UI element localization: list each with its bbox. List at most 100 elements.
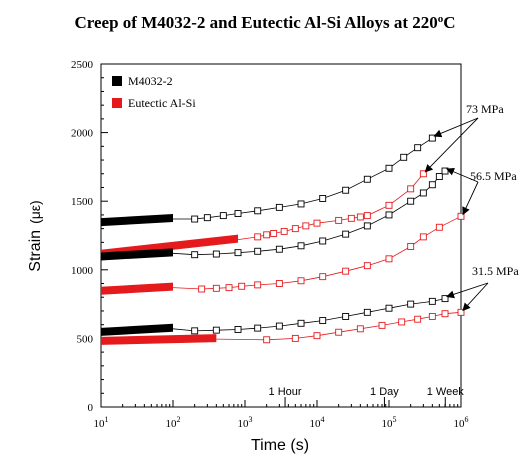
- data-point: [191, 251, 199, 259]
- data-point: [297, 200, 305, 208]
- y-axis: 0 500 1000 1500 2000 2500: [71, 59, 108, 414]
- time-marker-label: 1 Day: [370, 386, 399, 398]
- legend: M4032-2 Eutectic Al-Si: [112, 74, 196, 110]
- y-tick-label: 1500: [71, 196, 94, 208]
- dense-data-band: [101, 282, 173, 295]
- data-point: [275, 280, 283, 287]
- data-point: [342, 186, 350, 194]
- data-point: [203, 214, 211, 222]
- data-point: [342, 312, 350, 320]
- data-point: [363, 308, 371, 316]
- y-axis-label: Strain(με): [27, 200, 44, 271]
- series-eutectic-al-si-56.5: [101, 212, 465, 295]
- data-point: [254, 233, 262, 241]
- stress-arrow: [462, 181, 479, 216]
- data-point: [457, 308, 465, 316]
- data-point: [407, 197, 415, 205]
- data-point: [234, 326, 242, 333]
- legend-label-eutectic: Eutectic Al-Si: [128, 96, 196, 110]
- data-point: [275, 203, 283, 211]
- stress-label: 31.5 MPa: [472, 264, 519, 278]
- data-point: [385, 164, 393, 172]
- data-point: [428, 312, 436, 320]
- y-tick-label: 2500: [71, 59, 94, 71]
- stress-arrow: [433, 117, 479, 138]
- data-point: [297, 277, 305, 285]
- x-tick-label: 105: [382, 415, 397, 430]
- data-point: [263, 336, 271, 344]
- data-point: [212, 326, 220, 334]
- data-point: [435, 173, 443, 180]
- time-marker-label: 1 Hour: [269, 386, 302, 398]
- stress-arrow: [446, 282, 489, 299]
- series-eutectic-al-si-31.5: [101, 308, 465, 345]
- data-point: [407, 243, 415, 250]
- data-point: [225, 284, 233, 292]
- data-point: [319, 195, 327, 202]
- data-point: [212, 284, 220, 292]
- data-point: [385, 255, 393, 263]
- data-point: [319, 273, 327, 281]
- data-point: [234, 210, 242, 217]
- data-point: [254, 324, 262, 332]
- data-point: [356, 213, 364, 221]
- data-point: [275, 322, 283, 330]
- data-point: [342, 230, 350, 238]
- y-tick-label: 1000: [71, 265, 94, 277]
- data-point: [385, 304, 393, 312]
- data-point: [319, 237, 327, 245]
- series-line: [172, 298, 446, 332]
- series-line: [172, 170, 446, 256]
- data-point: [428, 297, 436, 305]
- data-point: [319, 317, 327, 325]
- data-point: [356, 325, 364, 333]
- data-point: [291, 225, 299, 233]
- data-point: [302, 222, 310, 230]
- data-point: [191, 327, 199, 335]
- series-eutectic-al-si-73: [101, 170, 427, 258]
- series-m4032-2-73: [101, 134, 436, 227]
- dense-data-band: [101, 334, 217, 345]
- data-point: [414, 144, 422, 152]
- data-point: [254, 247, 262, 255]
- data-point: [363, 212, 371, 220]
- data-point: [385, 201, 393, 209]
- data-point: [400, 153, 408, 161]
- series-line: [172, 215, 462, 290]
- data-point: [291, 334, 299, 342]
- data-point: [419, 170, 427, 178]
- data-point: [441, 295, 449, 303]
- data-point: [347, 214, 355, 222]
- legend-label-m4032: M4032-2: [128, 74, 173, 88]
- x-tick-label: 102: [166, 415, 181, 430]
- plot-frame: [100, 63, 462, 408]
- data-point: [385, 211, 393, 219]
- data-point: [234, 249, 242, 257]
- data-point: [457, 212, 465, 220]
- legend-swatch-m4032: [112, 76, 122, 86]
- y-tick-label: 0: [88, 402, 94, 414]
- x-tick-label: 103: [238, 415, 253, 430]
- stress-label: 73 MPa: [466, 102, 504, 116]
- data-point: [254, 281, 262, 289]
- x-axis-label: Time (s): [251, 437, 309, 454]
- data-point: [254, 207, 262, 215]
- data-point: [212, 250, 220, 258]
- data-point: [297, 319, 305, 327]
- data-point: [275, 245, 283, 253]
- y-tick-label: 2000: [71, 128, 94, 140]
- data-point: [419, 189, 427, 197]
- legend-swatch-eutectic: [112, 98, 122, 108]
- series-m4032-2-56.5: [101, 167, 449, 261]
- chart-title: Creep of M4032-2 and Eutectic Al-Si Allo…: [74, 13, 455, 32]
- x-tick-label: 104: [310, 415, 325, 430]
- stress-arrow: [462, 282, 489, 312]
- data-point: [407, 300, 415, 308]
- dense-data-band: [101, 323, 173, 336]
- data-point: [398, 318, 406, 326]
- y-tick-label: 500: [77, 333, 94, 345]
- stress-annotations: 73 MPa 56.5 MPa 31.5 MPa: [424, 102, 519, 312]
- dense-data-band: [101, 248, 173, 261]
- data-point: [297, 242, 305, 250]
- data-point: [441, 310, 449, 318]
